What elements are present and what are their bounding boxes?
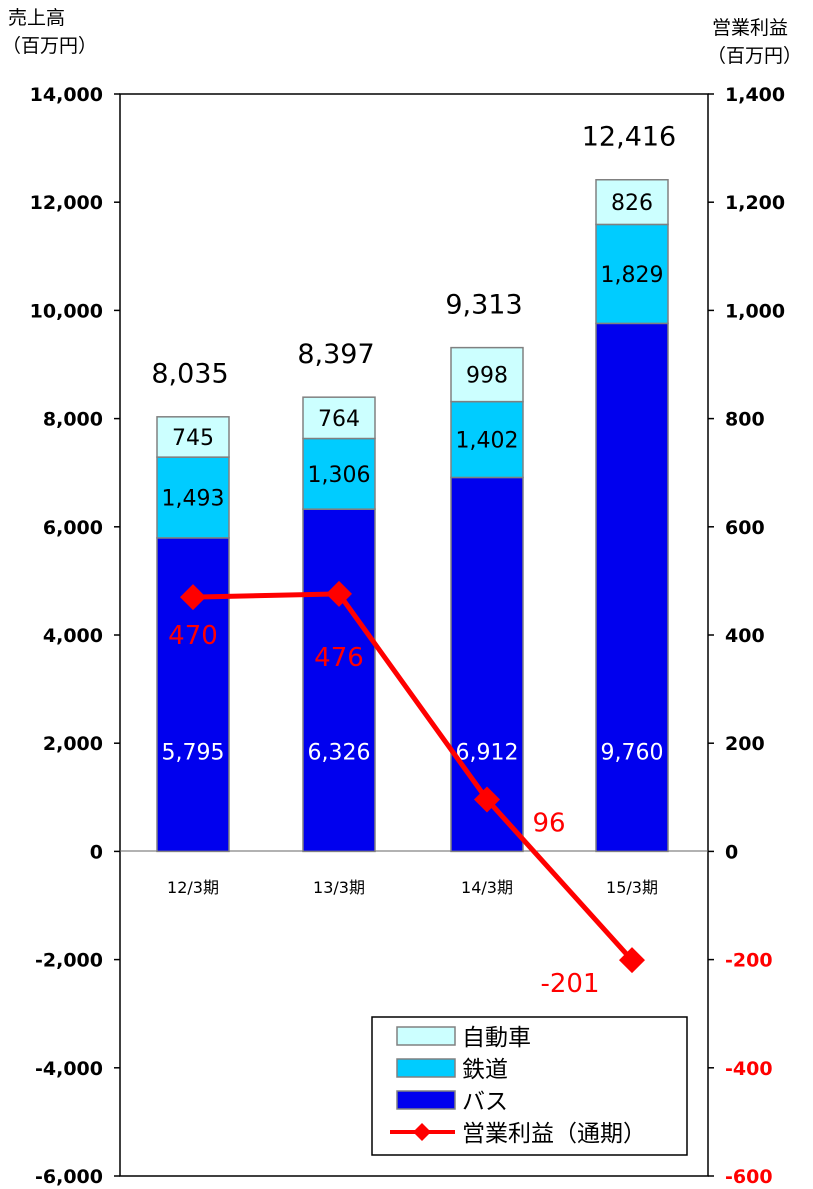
right-tick-label: 1,000 xyxy=(725,300,785,322)
left-axis-title-line2: （百万円） xyxy=(2,35,97,57)
left-tick-label: -6,000 xyxy=(35,1166,103,1188)
bar-segment-auto xyxy=(302,396,376,440)
right-tick-label: -400 xyxy=(725,1058,773,1080)
bar-value-label: 998 xyxy=(466,364,508,389)
bar-value-label: 1,493 xyxy=(162,487,225,512)
bar-segment-rail xyxy=(302,437,376,510)
bar-segment-rail xyxy=(450,400,524,479)
left-tick-label: 14,000 xyxy=(30,84,103,106)
profit-value-label: 476 xyxy=(314,643,364,673)
category-label: 14/3期 xyxy=(461,878,513,897)
left-tick-label: 8,000 xyxy=(43,409,103,431)
left-tick-label: -2,000 xyxy=(35,950,103,972)
left-tick-label: 2,000 xyxy=(43,733,103,755)
left-tick-label: 4,000 xyxy=(43,625,103,647)
left-axis-title-line1: 売上高 xyxy=(8,7,65,29)
bar-value-label: 764 xyxy=(318,407,360,432)
bar-segment-auto xyxy=(450,346,524,403)
right-tick-label: 0 xyxy=(725,841,738,863)
bar-value-label: 745 xyxy=(172,426,214,451)
bar-segment-auto xyxy=(156,416,230,458)
bar-total-label: 8,397 xyxy=(297,339,374,370)
legend-label: バス xyxy=(462,1089,508,1115)
bar-value-label: 1,829 xyxy=(601,263,664,288)
left-tick-label: 0 xyxy=(90,841,103,863)
right-axis: 1,400 1,200 1,000 800 600 400 200 0 -200 -400 -600 xyxy=(708,84,785,1188)
profit-line: 470 476 96 -201 xyxy=(168,580,645,999)
profit-value-label: -201 xyxy=(540,969,599,999)
left-tick-label: 10,000 xyxy=(30,300,103,322)
bar-value-label: 5,795 xyxy=(162,740,225,765)
category-label: 13/3期 xyxy=(313,878,365,897)
bar-segment-rail xyxy=(595,223,669,325)
bar-value-label: 826 xyxy=(611,191,653,216)
bar-segment-rail xyxy=(156,456,230,539)
bar-segment-auto xyxy=(595,178,669,226)
right-tick-label: 400 xyxy=(725,625,765,647)
bar-total-label: 12,416 xyxy=(582,122,676,153)
left-tick-label: 6,000 xyxy=(43,517,103,539)
right-tick-label: 800 xyxy=(725,409,765,431)
right-tick-label: 1,400 xyxy=(725,84,785,106)
right-axis-title-line2: （百万円） xyxy=(707,45,802,67)
profit-marker xyxy=(619,947,645,974)
profit-value-label: 96 xyxy=(532,808,565,838)
bar-total-label: 9,313 xyxy=(445,290,522,321)
right-tick-label: -600 xyxy=(725,1166,773,1188)
left-tick-label: 12,000 xyxy=(30,192,103,214)
bar-total-label: 8,035 xyxy=(151,359,228,390)
profit-value-label: 470 xyxy=(168,621,218,651)
profit-marker xyxy=(474,786,500,813)
legend-label: 自動車 xyxy=(462,1025,531,1051)
bar-value-label: 1,306 xyxy=(308,463,371,488)
right-tick-label: 1,200 xyxy=(725,192,785,214)
profit-line-path xyxy=(192,591,634,962)
bar-value-label: 9,760 xyxy=(601,740,664,765)
bar-value-label: 6,912 xyxy=(456,740,519,765)
profit-marker xyxy=(326,580,352,607)
legend-swatch xyxy=(396,1026,456,1046)
legend-swatch-marker xyxy=(413,1123,431,1141)
legend-swatch xyxy=(396,1090,456,1110)
profit-marker xyxy=(180,584,206,611)
bars: 5,795 1,493 745 8,035 6,326 1,306 764 8,397 6,91… xyxy=(151,122,676,853)
bar-segment-bus xyxy=(595,322,669,853)
right-tick-label: -200 xyxy=(725,950,773,972)
left-tick-label: -4,000 xyxy=(35,1058,103,1080)
bar-value-label: 1,402 xyxy=(456,429,519,454)
bar-segment-bus xyxy=(302,508,376,853)
right-tick-label: 200 xyxy=(725,733,765,755)
bar-value-label: 6,326 xyxy=(308,740,371,765)
category-label: 12/3期 xyxy=(167,878,219,897)
category-label: 15/3期 xyxy=(606,878,658,897)
legend-swatch xyxy=(396,1058,456,1078)
category-axis: 12/3期 13/3期 14/3期 15/3期 xyxy=(167,878,658,897)
right-axis-title-line1: 営業利益 xyxy=(712,17,788,39)
right-tick-label: 600 xyxy=(725,517,765,539)
legend-label: 営業利益（通期） xyxy=(462,1121,646,1147)
left-axis: 14,000 12,000 10,000 8,000 6,000 4,000 2,000 0 -… xyxy=(30,84,120,1188)
legend-label: 鉄道 xyxy=(462,1057,508,1083)
